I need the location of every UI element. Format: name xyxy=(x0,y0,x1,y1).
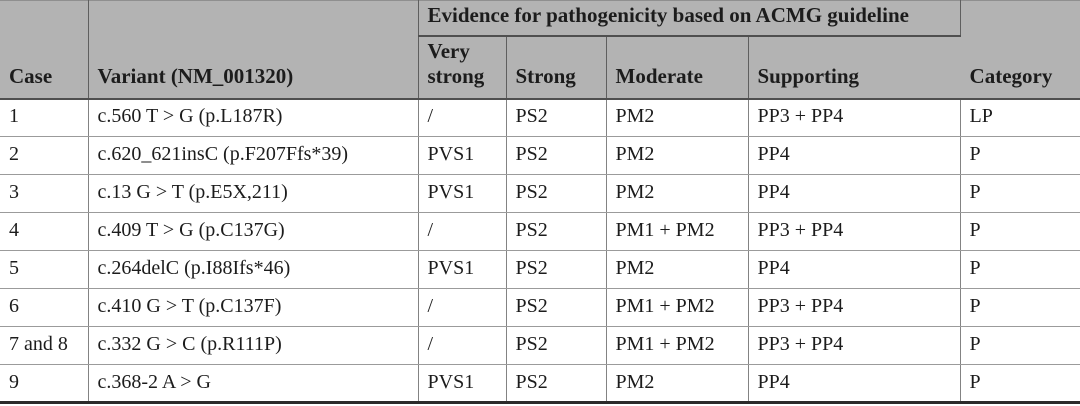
cell-category: P xyxy=(960,212,1080,251)
table-row: 9 c.368-2 A > G PVS1 PS2 PM2 PP4 P xyxy=(0,364,1080,404)
cell-strong: PS2 xyxy=(506,288,607,327)
cell-very-strong: / xyxy=(418,326,507,365)
cell-category: P xyxy=(960,326,1080,365)
table-row: 2 c.620_621insC (p.F207Ffs*39) PVS1 PS2 … xyxy=(0,136,1080,175)
header-sub-row: Very strong Strong Moderate Supporting xyxy=(0,35,1080,100)
table-row: 5 c.264delC (p.I88Ifs*46) PVS1 PS2 PM2 P… xyxy=(0,250,1080,289)
cell-moderate: PM1 + PM2 xyxy=(606,212,749,251)
cell-strong: PS2 xyxy=(506,136,607,175)
cell-very-strong: / xyxy=(418,212,507,251)
cell-variant: c.410 G > T (p.C137F) xyxy=(88,288,419,327)
cell-moderate: PM2 xyxy=(606,98,749,137)
cell-variant: c.409 T > G (p.C137G) xyxy=(88,212,419,251)
cell-very-strong: PVS1 xyxy=(418,250,507,289)
cell-strong: PS2 xyxy=(506,326,607,365)
cell-very-strong: / xyxy=(418,98,507,137)
cell-strong: PS2 xyxy=(506,364,607,404)
cell-category: P xyxy=(960,288,1080,327)
cell-strong: PS2 xyxy=(506,212,607,251)
cell-very-strong: / xyxy=(418,288,507,327)
table-body: 1 c.560 T > G (p.L187R) / PS2 PM2 PP3 + … xyxy=(0,98,1080,404)
cell-very-strong: PVS1 xyxy=(418,136,507,175)
column-header-supporting: Supporting xyxy=(748,35,961,100)
cell-moderate: PM1 + PM2 xyxy=(606,288,749,327)
cell-supporting: PP4 xyxy=(748,136,961,175)
cell-supporting: PP3 + PP4 xyxy=(748,98,961,137)
cell-moderate: PM2 xyxy=(606,136,749,175)
cell-category: P xyxy=(960,364,1080,404)
cell-supporting: PP4 xyxy=(748,174,961,213)
cell-variant: c.560 T > G (p.L187R) xyxy=(88,98,419,137)
cell-supporting: PP3 + PP4 xyxy=(748,288,961,327)
table-row: 3 c.13 G > T (p.E5X,211) PVS1 PS2 PM2 PP… xyxy=(0,174,1080,213)
cell-strong: PS2 xyxy=(506,98,607,137)
column-header-case: Case xyxy=(0,0,89,100)
cell-strong: PS2 xyxy=(506,174,607,213)
cell-variant: c.13 G > T (p.E5X,211) xyxy=(88,174,419,213)
table-row: 4 c.409 T > G (p.C137G) / PS2 PM1 + PM2 … xyxy=(0,212,1080,251)
table-row: 7 and 8 c.332 G > C (p.R111P) / PS2 PM1 … xyxy=(0,326,1080,365)
cell-moderate: PM2 xyxy=(606,174,749,213)
cell-supporting: PP4 xyxy=(748,250,961,289)
cell-variant: c.368-2 A > G xyxy=(88,364,419,404)
header-group-row: Case Variant (NM_001320) Evidence for pa… xyxy=(0,0,1080,100)
cell-case: 2 xyxy=(0,136,89,175)
cell-moderate: PM1 + PM2 xyxy=(606,326,749,365)
cell-supporting: PP3 + PP4 xyxy=(748,326,961,365)
table-row: 6 c.410 G > T (p.C137F) / PS2 PM1 + PM2 … xyxy=(0,288,1080,327)
cell-case: 1 xyxy=(0,98,89,137)
column-header-variant: Variant (NM_001320) xyxy=(88,0,419,100)
cell-moderate: PM2 xyxy=(606,364,749,404)
cell-case: 3 xyxy=(0,174,89,213)
cell-category: P xyxy=(960,136,1080,175)
cell-supporting: PP3 + PP4 xyxy=(748,212,961,251)
table-header: Case Variant (NM_001320) Evidence for pa… xyxy=(0,0,1080,100)
cell-strong: PS2 xyxy=(506,250,607,289)
column-group-header-evidence: Evidence for pathogenicity based on ACMG… xyxy=(418,0,961,37)
cell-case: 6 xyxy=(0,288,89,327)
column-header-very-strong: Very strong xyxy=(418,35,507,100)
cell-category: P xyxy=(960,250,1080,289)
cell-supporting: PP4 xyxy=(748,364,961,404)
cell-case: 4 xyxy=(0,212,89,251)
cell-variant: c.264delC (p.I88Ifs*46) xyxy=(88,250,419,289)
table-row: 1 c.560 T > G (p.L187R) / PS2 PM2 PP3 + … xyxy=(0,98,1080,137)
cell-moderate: PM2 xyxy=(606,250,749,289)
cell-category: LP xyxy=(960,98,1080,137)
cell-category: P xyxy=(960,174,1080,213)
cell-case: 5 xyxy=(0,250,89,289)
cell-very-strong: PVS1 xyxy=(418,364,507,404)
cell-variant: c.620_621insC (p.F207Ffs*39) xyxy=(88,136,419,175)
cell-very-strong: PVS1 xyxy=(418,174,507,213)
cell-variant: c.332 G > C (p.R111P) xyxy=(88,326,419,365)
cell-case: 9 xyxy=(0,364,89,404)
column-header-category: Category xyxy=(960,0,1080,100)
column-header-moderate: Moderate xyxy=(606,35,749,100)
column-header-strong: Strong xyxy=(506,35,607,100)
cell-case: 7 and 8 xyxy=(0,326,89,365)
